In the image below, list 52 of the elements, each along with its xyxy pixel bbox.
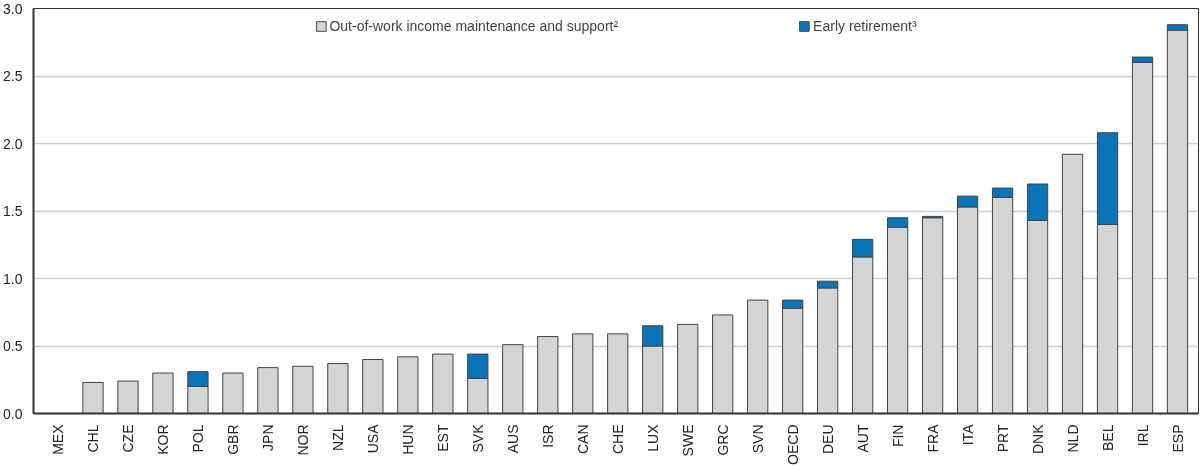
bar — [327, 363, 349, 414]
bar — [432, 353, 454, 414]
x-tick-label: SVN — [749, 424, 766, 454]
x-tick-label: CZE — [119, 424, 136, 453]
x-tick-label: NOR — [294, 424, 311, 456]
x-tick-label: CAN — [574, 424, 591, 455]
bar — [222, 372, 244, 414]
x-tick-label: DNK — [1029, 423, 1046, 455]
x-tick-label: SWE — [679, 424, 696, 457]
x-tick-label: MEX — [49, 423, 66, 455]
legend-label: Early retirement³ — [813, 18, 917, 34]
x-tick-label: OECD — [784, 424, 801, 465]
x-tick-label: KOR — [154, 424, 171, 455]
bar — [117, 380, 139, 414]
bar — [257, 367, 279, 414]
x-tick-label: BEL — [1099, 424, 1116, 451]
x-tick-label: USA — [364, 423, 381, 454]
y-tick-label: 0.5 — [3, 338, 23, 354]
x-tick-label: DEU — [819, 424, 836, 455]
bar — [82, 381, 104, 414]
x-tick-label: FRA — [924, 423, 941, 453]
x-tick-label: ISR — [539, 424, 556, 448]
x-tick-label: SVK — [469, 423, 486, 453]
x-tick-label: JPN — [259, 424, 276, 451]
y-tick-label: 3.0 — [3, 0, 23, 17]
bar — [152, 372, 174, 414]
x-tick-label: EST — [434, 424, 451, 452]
x-tick-label: CHL — [84, 424, 101, 453]
y-tick-label: 2.0 — [3, 135, 23, 152]
x-tick-label: ITA — [959, 423, 976, 446]
x-tick-label: IRL — [1134, 424, 1151, 447]
bar — [397, 356, 419, 414]
x-tick-label: NZL — [329, 424, 346, 451]
x-tick-label: GBR — [224, 424, 241, 455]
legend-label: Out-of-work income maintenance and support² — [329, 18, 619, 34]
y-tick-label: 2.5 — [3, 68, 23, 84]
x-tick-label: ESP — [1169, 424, 1186, 453]
x-tick-label: NLD — [1064, 424, 1081, 453]
x-tick-label: POL — [189, 424, 206, 453]
x-tick-label: LUX — [644, 423, 661, 452]
y-tick-label: 1.0 — [3, 270, 23, 287]
y-tick-label: 0.0 — [3, 405, 23, 422]
bar — [292, 365, 314, 414]
bar — [362, 359, 384, 414]
x-tick-label: AUT — [854, 424, 871, 453]
x-tick-label: GRC — [714, 424, 731, 456]
y-tick-label: 1.5 — [3, 203, 23, 219]
x-tick-label: CHE — [609, 424, 626, 455]
x-tick-label: HUN — [399, 424, 416, 455]
x-tick-label: PRT — [994, 424, 1011, 453]
x-tick-label: FIN — [889, 424, 906, 448]
x-tick-label: AUS — [504, 424, 521, 454]
